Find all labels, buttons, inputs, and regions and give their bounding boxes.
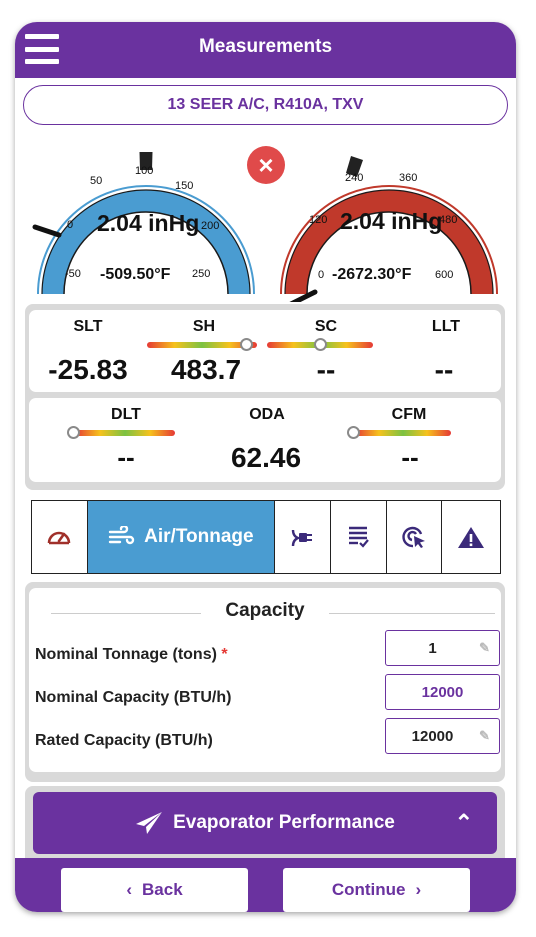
high-side-gauge [280, 156, 498, 302]
slt-label: SLT [73, 318, 103, 335]
edit-pencil-icon: ✎ [479, 640, 490, 655]
llt-label: LLT [431, 318, 461, 335]
oda-value: 62.46 [230, 442, 302, 473]
tab-target[interactable] [387, 501, 443, 573]
capacity-section: Capacity Nominal Tonnage (tons) * 1 ✎ No… [25, 582, 505, 782]
airflow-icon [108, 526, 135, 545]
paper-plane-icon [136, 812, 163, 834]
readings-row-primary: SLT SH SC LLT -25.83 483.7 -- -- [29, 310, 501, 392]
pressure-gauges [32, 152, 498, 302]
tab-electrical[interactable] [275, 501, 331, 573]
cfm-range-knob [347, 426, 360, 439]
high-tick-600: 600 [435, 269, 454, 281]
low-tick-minus-50: -50 [65, 268, 81, 280]
high-tick-120: 120 [309, 214, 328, 226]
continue-button[interactable]: Continue › [283, 868, 470, 912]
required-marker: * [221, 646, 228, 663]
low-gauge-needle [32, 224, 62, 238]
evaporator-performance-label: Evaporator Performance [173, 812, 395, 833]
back-button[interactable]: ‹ Back [61, 868, 248, 912]
nominal-tonnage-input[interactable]: 1 ✎ [385, 630, 500, 666]
high-pressure-value: 2.04 inHg [340, 208, 443, 234]
nominal-capacity-field[interactable]: 12000 [385, 674, 500, 710]
readings-row-secondary: DLT ODA CFM -- 62.46 -- [29, 398, 501, 482]
cfm-label: CFM [391, 406, 427, 423]
chevron-left-icon: ‹ [126, 880, 133, 899]
readings-panel: SLT SH SC LLT -25.83 483.7 -- -- DLT ODA… [25, 304, 505, 490]
tab-warnings[interactable] [442, 501, 500, 573]
divider [51, 613, 201, 614]
low-pressure-value: 2.04 inHg [97, 210, 200, 236]
close-circle-icon: × [258, 150, 274, 180]
oda-label: ODA [249, 406, 285, 423]
llt-value: -- [434, 354, 454, 385]
nominal-capacity-value: 12000 [421, 683, 464, 701]
low-temperature-value: -509.50°F [100, 266, 171, 283]
low-tick-0: 0 [67, 219, 74, 231]
sh-value: 483.7 [170, 354, 242, 385]
gauge-icon [48, 531, 71, 545]
system-selector[interactable]: 13 SEER A/C, R410A, TXV [23, 85, 508, 125]
high-temperature-value: -2672.30°F [332, 266, 412, 283]
checklist-icon [349, 526, 369, 548]
section-tabs: Air/Tonnage [31, 500, 501, 574]
clear-readings-button[interactable]: × [247, 146, 285, 184]
rated-capacity-value: 12000 [411, 727, 454, 745]
dlt-range-knob [67, 426, 80, 439]
sc-label: SC [314, 318, 338, 335]
nominal-capacity-label: Nominal Capacity (BTU/h) [35, 689, 232, 706]
low-tick-200: 200 [201, 220, 220, 232]
dlt-label: DLT [111, 406, 141, 423]
chevron-right-icon: › [415, 880, 422, 899]
high-tick-480: 480 [439, 214, 458, 226]
tab-checklist[interactable] [331, 501, 387, 573]
dlt-range-bar [75, 430, 175, 436]
cfm-range-bar [355, 430, 451, 436]
evaporator-section: Evaporator Performance ⌃ [25, 786, 505, 866]
menu-icon[interactable] [25, 34, 59, 64]
warning-icon [458, 527, 485, 548]
dlt-value: -- [117, 442, 135, 472]
continue-label: Continue [331, 880, 406, 899]
low-tick-50: 50 [90, 175, 103, 187]
tab-gauges[interactable] [32, 501, 88, 573]
back-label: Back [142, 880, 183, 899]
low-tick-250: 250 [192, 268, 211, 280]
electrical-icon [292, 529, 313, 547]
capacity-card: Capacity Nominal Tonnage (tons) * 1 ✎ No… [29, 588, 501, 772]
high-tick-0: 0 [318, 269, 325, 281]
chevron-up-icon: ⌃ [454, 810, 473, 835]
cfm-value: -- [401, 442, 419, 472]
high-gauge-needle [289, 289, 318, 302]
sh-range-bar [147, 342, 257, 348]
nominal-tonnage-label: Nominal Tonnage (tons) * [35, 646, 228, 663]
edit-pencil-icon: ✎ [479, 728, 490, 743]
sc-range-knob [314, 338, 327, 351]
app-screen: Measurements 13 SEER A/C, R410A, TXV 50 … [15, 22, 516, 912]
low-tick-150: 150 [175, 180, 194, 192]
top-app-bar: Measurements [15, 22, 516, 78]
high-tick-360: 360 [399, 172, 418, 184]
capacity-heading: Capacity [225, 600, 305, 621]
tab-air-tonnage-label: Air/Tonnage [144, 526, 254, 547]
bottom-nav-bar: ‹ Back Continue › [15, 858, 516, 912]
low-side-gauge [32, 152, 255, 295]
nominal-tonnage-value: 1 [428, 639, 437, 657]
tab-air-tonnage[interactable]: Air/Tonnage [87, 501, 275, 573]
rated-capacity-label: Rated Capacity (BTU/h) [35, 732, 213, 749]
sc-value: -- [316, 354, 336, 385]
high-tick-240: 240 [345, 172, 364, 184]
slt-value: -25.83 [48, 354, 128, 385]
sh-range-knob [240, 338, 253, 351]
page-title: Measurements [198, 36, 333, 57]
rated-capacity-input[interactable]: 12000 ✎ [385, 718, 500, 754]
evaporator-performance-toggle[interactable]: Evaporator Performance ⌃ [33, 792, 497, 854]
target-cursor-icon [402, 526, 425, 548]
divider [329, 613, 495, 614]
low-tick-100: 100 [135, 165, 154, 177]
sh-label: SH [192, 318, 216, 335]
